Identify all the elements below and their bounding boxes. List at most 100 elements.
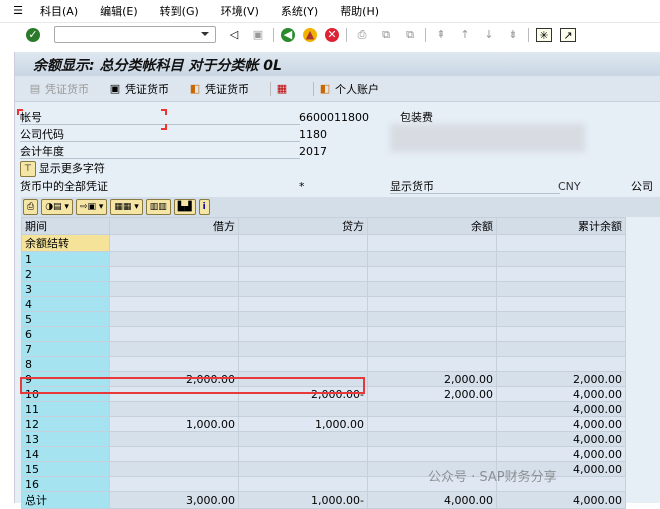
cell-credit[interactable]: 2,000.00-: [238, 386, 368, 402]
individual-account-button[interactable]: ◧ 个人账户: [317, 81, 379, 97]
back-triangle-icon[interactable]: ◁: [229, 27, 239, 41]
cell-credit[interactable]: [238, 234, 368, 252]
cell-period[interactable]: 2: [21, 266, 110, 282]
cell-cumulative-balance[interactable]: 4,000.00: [496, 491, 626, 509]
menu-goto[interactable]: 转到(G): [159, 5, 199, 18]
cell-balance[interactable]: [367, 266, 497, 282]
cell-balance[interactable]: [367, 326, 497, 342]
cell-balance[interactable]: [367, 476, 497, 492]
cell-debit[interactable]: [109, 461, 239, 477]
cell-debit[interactable]: [109, 401, 239, 417]
cell-balance[interactable]: [367, 401, 497, 417]
cell-debit[interactable]: [109, 341, 239, 357]
cell-cumulative-balance[interactable]: [496, 251, 626, 267]
cell-debit[interactable]: [109, 266, 239, 282]
shortcut-icon[interactable]: ↗: [560, 27, 576, 42]
cell-credit[interactable]: [238, 251, 368, 267]
cell-balance[interactable]: [367, 356, 497, 372]
cell-cumulative-balance[interactable]: 4,000.00: [496, 386, 626, 402]
cell-cumulative-balance[interactable]: 4,000.00: [496, 416, 626, 432]
cell-credit[interactable]: 1,000.00: [238, 416, 368, 432]
table-row[interactable]: 总计 3,000.00 1,000.00- 4,000.00 4,000.00: [21, 491, 626, 509]
cell-debit[interactable]: [109, 234, 239, 252]
cell-balance[interactable]: 2,000.00: [367, 386, 497, 402]
print-icon[interactable]: ⎙: [357, 27, 367, 41]
cell-credit[interactable]: [238, 281, 368, 297]
back-icon[interactable]: ◀: [281, 27, 295, 42]
table-row[interactable]: 7: [21, 341, 626, 357]
cell-period[interactable]: 5: [21, 311, 110, 327]
cell-period[interactable]: 1: [21, 251, 110, 267]
cell-debit[interactable]: [109, 281, 239, 297]
table-row[interactable]: 4: [21, 296, 626, 312]
cell-cumulative-balance[interactable]: [496, 296, 626, 312]
table-row[interactable]: 9 2,000.00 2,000.00 2,000.00: [21, 371, 626, 387]
cell-cumulative-balance[interactable]: [496, 326, 626, 342]
cell-period[interactable]: 总计: [21, 491, 110, 509]
cell-balance[interactable]: [367, 446, 497, 462]
menu-environment[interactable]: 环境(V): [220, 5, 259, 18]
cell-credit[interactable]: 1,000.00-: [238, 491, 368, 509]
cell-period[interactable]: 7: [21, 341, 110, 357]
cell-debit[interactable]: [109, 251, 239, 267]
cell-credit[interactable]: [238, 266, 368, 282]
cell-cumulative-balance[interactable]: 4,000.00: [496, 431, 626, 447]
column-header-debit[interactable]: 借方: [109, 217, 239, 235]
cancel-icon[interactable]: ✕: [325, 27, 339, 42]
cell-period[interactable]: 11: [21, 401, 110, 417]
cell-debit[interactable]: [109, 326, 239, 342]
first-page-icon[interactable]: ⇞: [436, 27, 446, 41]
cell-period[interactable]: 13: [21, 431, 110, 447]
cell-period[interactable]: 12: [21, 416, 110, 432]
column-header-credit[interactable]: 贷方: [238, 217, 368, 235]
table-row[interactable]: 5: [21, 311, 626, 327]
command-field[interactable]: [54, 26, 216, 43]
save-icon[interactable]: ▣: [252, 27, 264, 41]
menu-help[interactable]: 帮助(H): [340, 5, 380, 18]
layout-menu-icon[interactable]: ▦▦ ▾: [110, 199, 143, 215]
cell-cumulative-balance[interactable]: 4,000.00: [496, 401, 626, 417]
table-row[interactable]: 13 4,000.00: [21, 431, 626, 447]
cell-period[interactable]: 4: [21, 296, 110, 312]
table-row[interactable]: 3: [21, 281, 626, 297]
cell-debit[interactable]: 3,000.00: [109, 491, 239, 509]
cell-cumulative-balance[interactable]: [496, 311, 626, 327]
menu-icon[interactable]: ☰: [13, 4, 23, 17]
cell-balance[interactable]: [367, 416, 497, 432]
cell-credit[interactable]: [238, 476, 368, 492]
cell-credit[interactable]: [238, 446, 368, 462]
view-menu-icon[interactable]: ◑▤ ▾: [41, 199, 73, 215]
cell-period[interactable]: 9: [21, 371, 110, 387]
chart-icon[interactable]: ▙▟: [173, 199, 196, 215]
print-icon[interactable]: ⎙: [23, 199, 39, 215]
cell-cumulative-balance[interactable]: 4,000.00: [496, 446, 626, 462]
table-row[interactable]: 6: [21, 326, 626, 342]
cell-balance[interactable]: [367, 296, 497, 312]
cell-period[interactable]: 14: [21, 446, 110, 462]
cell-balance[interactable]: [367, 431, 497, 447]
cell-credit[interactable]: [238, 296, 368, 312]
cell-cumulative-balance[interactable]: [496, 281, 626, 297]
cell-period[interactable]: 6: [21, 326, 110, 342]
new-session-icon[interactable]: ✳: [536, 27, 552, 42]
table-row[interactable]: 14 4,000.00: [21, 446, 626, 462]
table-row[interactable]: 12 1,000.00 1,000.00 4,000.00: [21, 416, 626, 432]
doc-currency-button-2[interactable]: ◧ 凭证货币: [187, 81, 249, 97]
table-row[interactable]: 余额结转: [21, 234, 626, 252]
menu-edit[interactable]: 编辑(E): [100, 5, 138, 18]
cell-balance[interactable]: [367, 311, 497, 327]
cell-cumulative-balance[interactable]: [496, 234, 626, 252]
cell-cumulative-balance[interactable]: [496, 266, 626, 282]
cell-balance[interactable]: [367, 341, 497, 357]
cell-balance[interactable]: [367, 281, 497, 297]
cell-period[interactable]: 15: [21, 461, 110, 477]
menu-account[interactable]: 科目(A): [40, 5, 79, 18]
column-header-period[interactable]: 期间: [21, 217, 110, 235]
cell-debit[interactable]: [109, 296, 239, 312]
table-row[interactable]: 8: [21, 356, 626, 372]
prev-page-icon[interactable]: ↑: [460, 27, 470, 41]
next-page-icon[interactable]: ↓: [484, 27, 494, 41]
find-next-icon[interactable]: ⧉: [406, 27, 414, 41]
exit-icon[interactable]: ▲: [303, 27, 317, 42]
column-header-balance[interactable]: 余额: [367, 217, 497, 235]
